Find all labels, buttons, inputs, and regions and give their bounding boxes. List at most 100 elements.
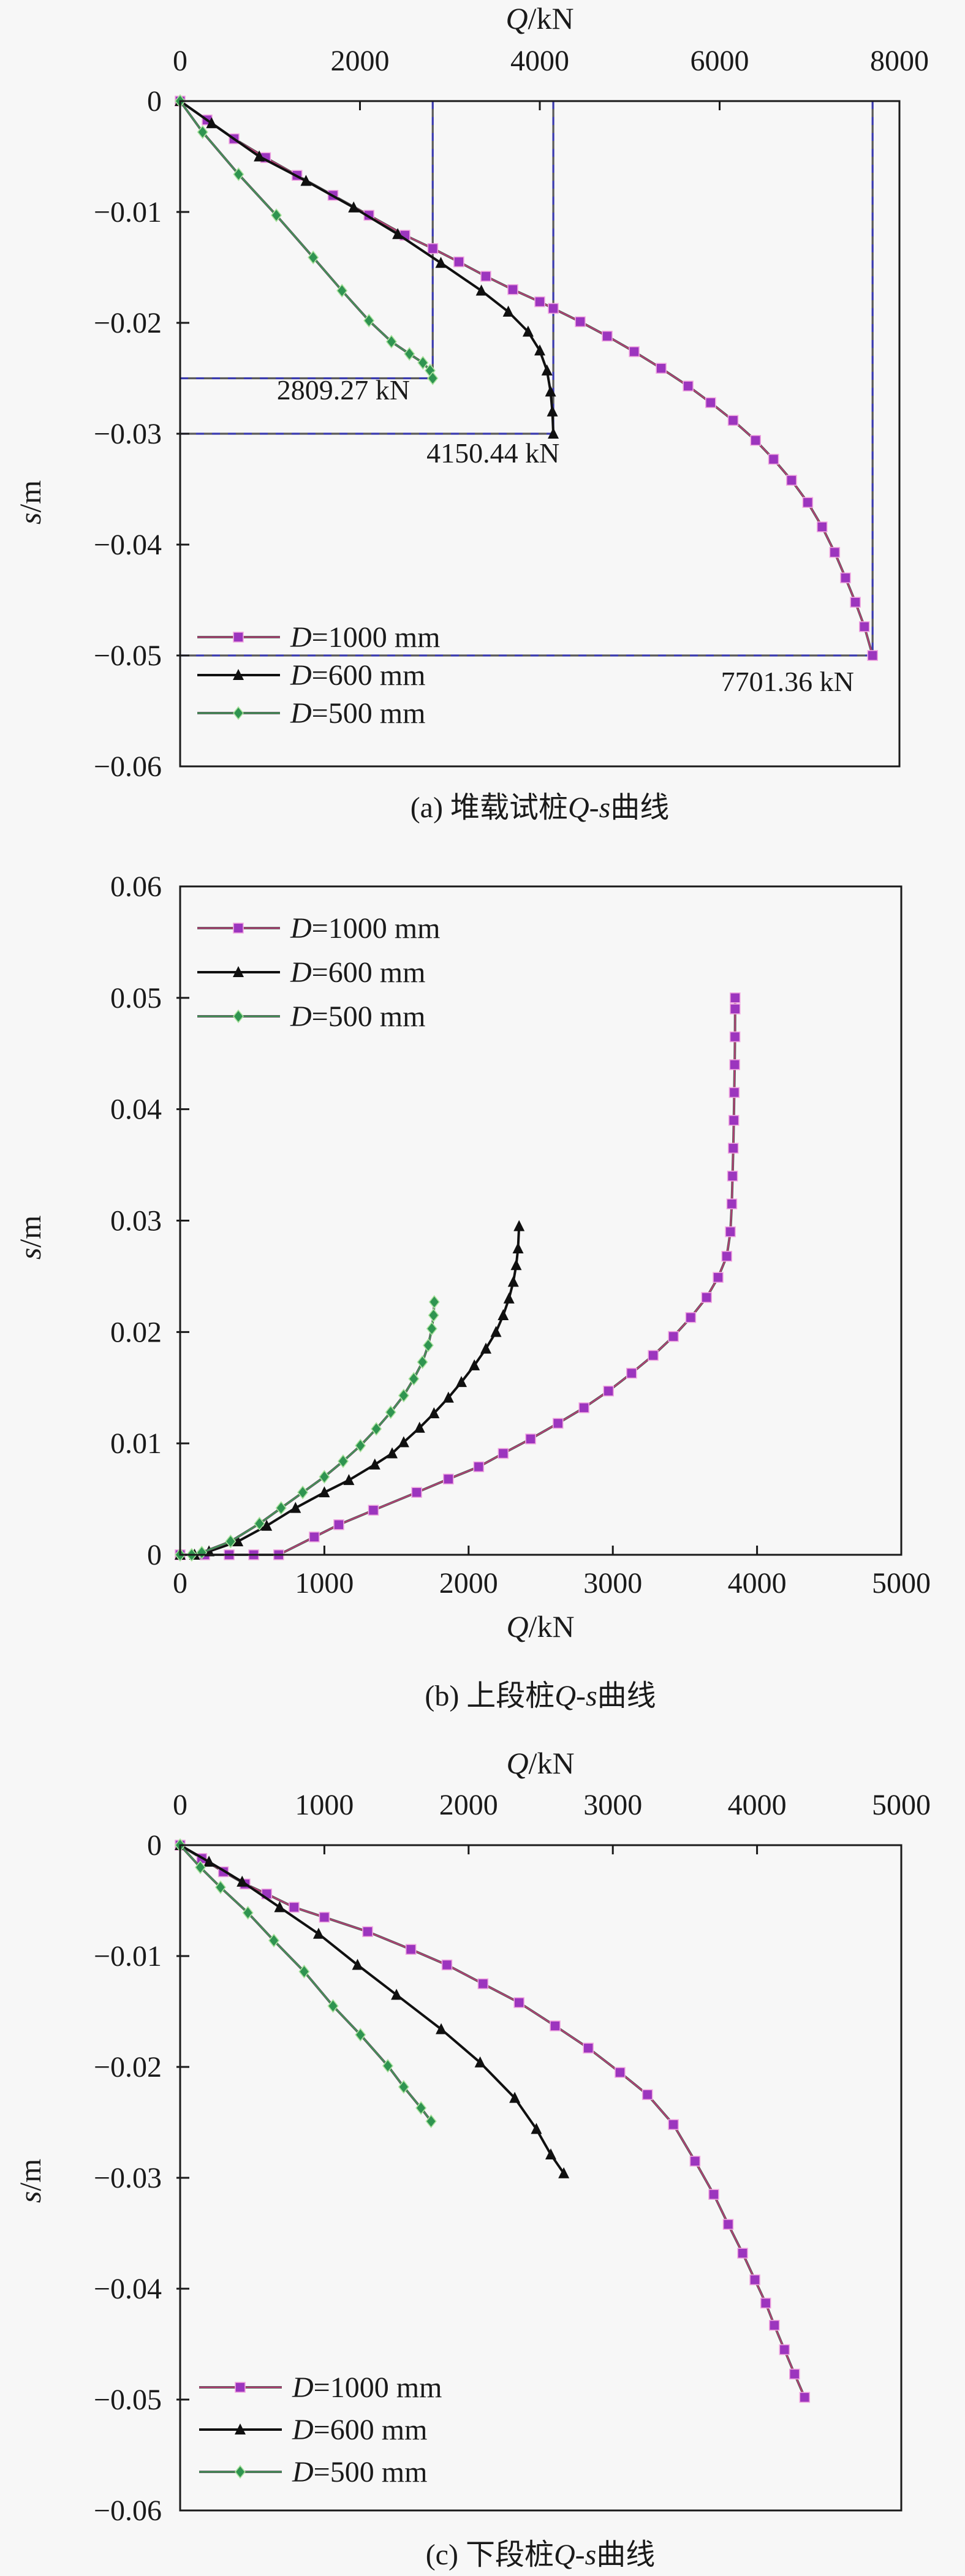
marker-square [737, 2248, 748, 2259]
marker-square [685, 1312, 697, 1323]
x-tick-label: 4000 [728, 1567, 787, 1600]
marker-square [728, 1087, 740, 1098]
series-D=1000-mm [175, 992, 741, 1560]
marker-diamond [428, 1294, 440, 1309]
marker-square [689, 2156, 701, 2167]
marker-square [552, 1418, 564, 1429]
y-tick-label: 0.05 [110, 982, 162, 1014]
marker-triangle [474, 2056, 486, 2068]
series-line [179, 1844, 806, 2398]
x-tick-label: 5000 [872, 1789, 931, 1821]
marker-square [405, 1944, 417, 1955]
plot-area-b [179, 885, 903, 1556]
marker-triangle [428, 1407, 440, 1419]
marker-diamond [385, 334, 397, 349]
panel-a-dynamic: 2809.27 kN 4150.44 kN 7701.36 kN 0 2000 4000 6… [94, 45, 929, 783]
legend-item-D=600-mm: D=600 mm [197, 659, 425, 692]
marker-triangle [456, 1376, 467, 1388]
marker-diamond [197, 125, 208, 139]
marker-square [786, 475, 797, 486]
marker-square [760, 2297, 771, 2309]
marker-triangle [498, 1309, 509, 1321]
marker-diamond [417, 355, 429, 370]
marker-square [729, 1059, 740, 1070]
marker-square [779, 2344, 790, 2355]
marker-square [799, 2392, 811, 2403]
marker-square [233, 632, 244, 643]
marker-square [629, 346, 640, 357]
marker-square [683, 380, 694, 391]
x-tick-label: 8000 [870, 45, 929, 77]
marker-triangle [469, 1359, 480, 1370]
marker-triangle [502, 305, 514, 317]
legend-label: D=500 mm [290, 1000, 425, 1033]
y-tick-label: −0.03 [94, 418, 162, 450]
marker-triangle [391, 1989, 403, 2000]
marker-square [548, 303, 559, 314]
marker-triangle [548, 428, 559, 439]
series-line-accent [180, 1845, 806, 2398]
marker-diamond [422, 1338, 434, 1353]
marker-square [705, 397, 716, 409]
caption-c: (c) 下段桩Q-s曲线 [426, 2539, 656, 2571]
marker-square [477, 1978, 489, 1990]
marker-square [726, 1198, 738, 1210]
annotation-label: 7701.36 kN [721, 666, 854, 697]
marker-square [769, 2319, 780, 2331]
series-D=600-mm [175, 1839, 570, 2178]
marker-square [768, 453, 779, 465]
marker-square [727, 415, 739, 426]
marker-square [727, 1170, 738, 1182]
marker-square [727, 1143, 739, 1154]
marker-square [362, 1926, 373, 1937]
legend-label: D=1000 mm [290, 912, 440, 945]
marker-triangle [558, 2167, 570, 2178]
marker-diamond [337, 1454, 349, 1468]
marker-square [411, 1487, 422, 1498]
marker-square [443, 1473, 454, 1485]
marker-diamond [415, 2101, 427, 2115]
marker-triangle [435, 257, 447, 268]
marker-square [648, 1350, 659, 1361]
marker-diamond [398, 1388, 409, 1403]
series-line [180, 1302, 436, 1556]
panel-c: Q/kN s/m 0 1000 2000 3000 4000 5000 0 −0.01 −0.0… [13, 1746, 931, 2571]
x-tick-label: 1000 [295, 1567, 354, 1600]
marker-triangle [343, 1474, 355, 1486]
marker-triangle [206, 117, 218, 129]
marker-square [525, 1433, 536, 1445]
marker-square [789, 2368, 800, 2380]
marker-triangle [545, 385, 556, 397]
y-tick-label: −0.02 [94, 2051, 162, 2083]
marker-square [850, 597, 861, 608]
marker-triangle [522, 325, 534, 337]
y-tick-label: −0.06 [94, 750, 162, 783]
marker-diamond [363, 314, 375, 328]
marker-diamond [298, 1965, 310, 1979]
y-tick-label: 0 [147, 85, 162, 118]
marker-triangle [513, 1220, 525, 1231]
marker-square [427, 243, 439, 254]
marker-triangle [369, 1458, 380, 1470]
y-tick-label: 0 [147, 1829, 162, 1862]
series-D=1000-mm [175, 1840, 811, 2403]
marker-square [858, 621, 870, 632]
marker-triangle [233, 966, 244, 977]
marker-triangle [237, 1875, 248, 1887]
marker-diamond [408, 1372, 420, 1386]
y-tick-label: −0.05 [94, 2384, 162, 2416]
marker-diamond [308, 250, 319, 265]
marker-triangle [512, 1242, 524, 1253]
x-tick-label: 3000 [583, 1567, 642, 1600]
marker-square [668, 2119, 679, 2130]
marker-square [333, 1519, 344, 1530]
marker-square [453, 256, 464, 268]
panel-c-dynamic: 0 1000 2000 3000 4000 5000 0 −0.01 −0.02 −0.03 −0.… [94, 1789, 931, 2527]
caption-b: (b) 上段桩Q-s曲线 [425, 1680, 656, 1712]
marker-triangle [232, 1535, 244, 1547]
marker-square [603, 1385, 614, 1397]
marker-triangle [233, 669, 244, 680]
marker-square [728, 1115, 740, 1126]
